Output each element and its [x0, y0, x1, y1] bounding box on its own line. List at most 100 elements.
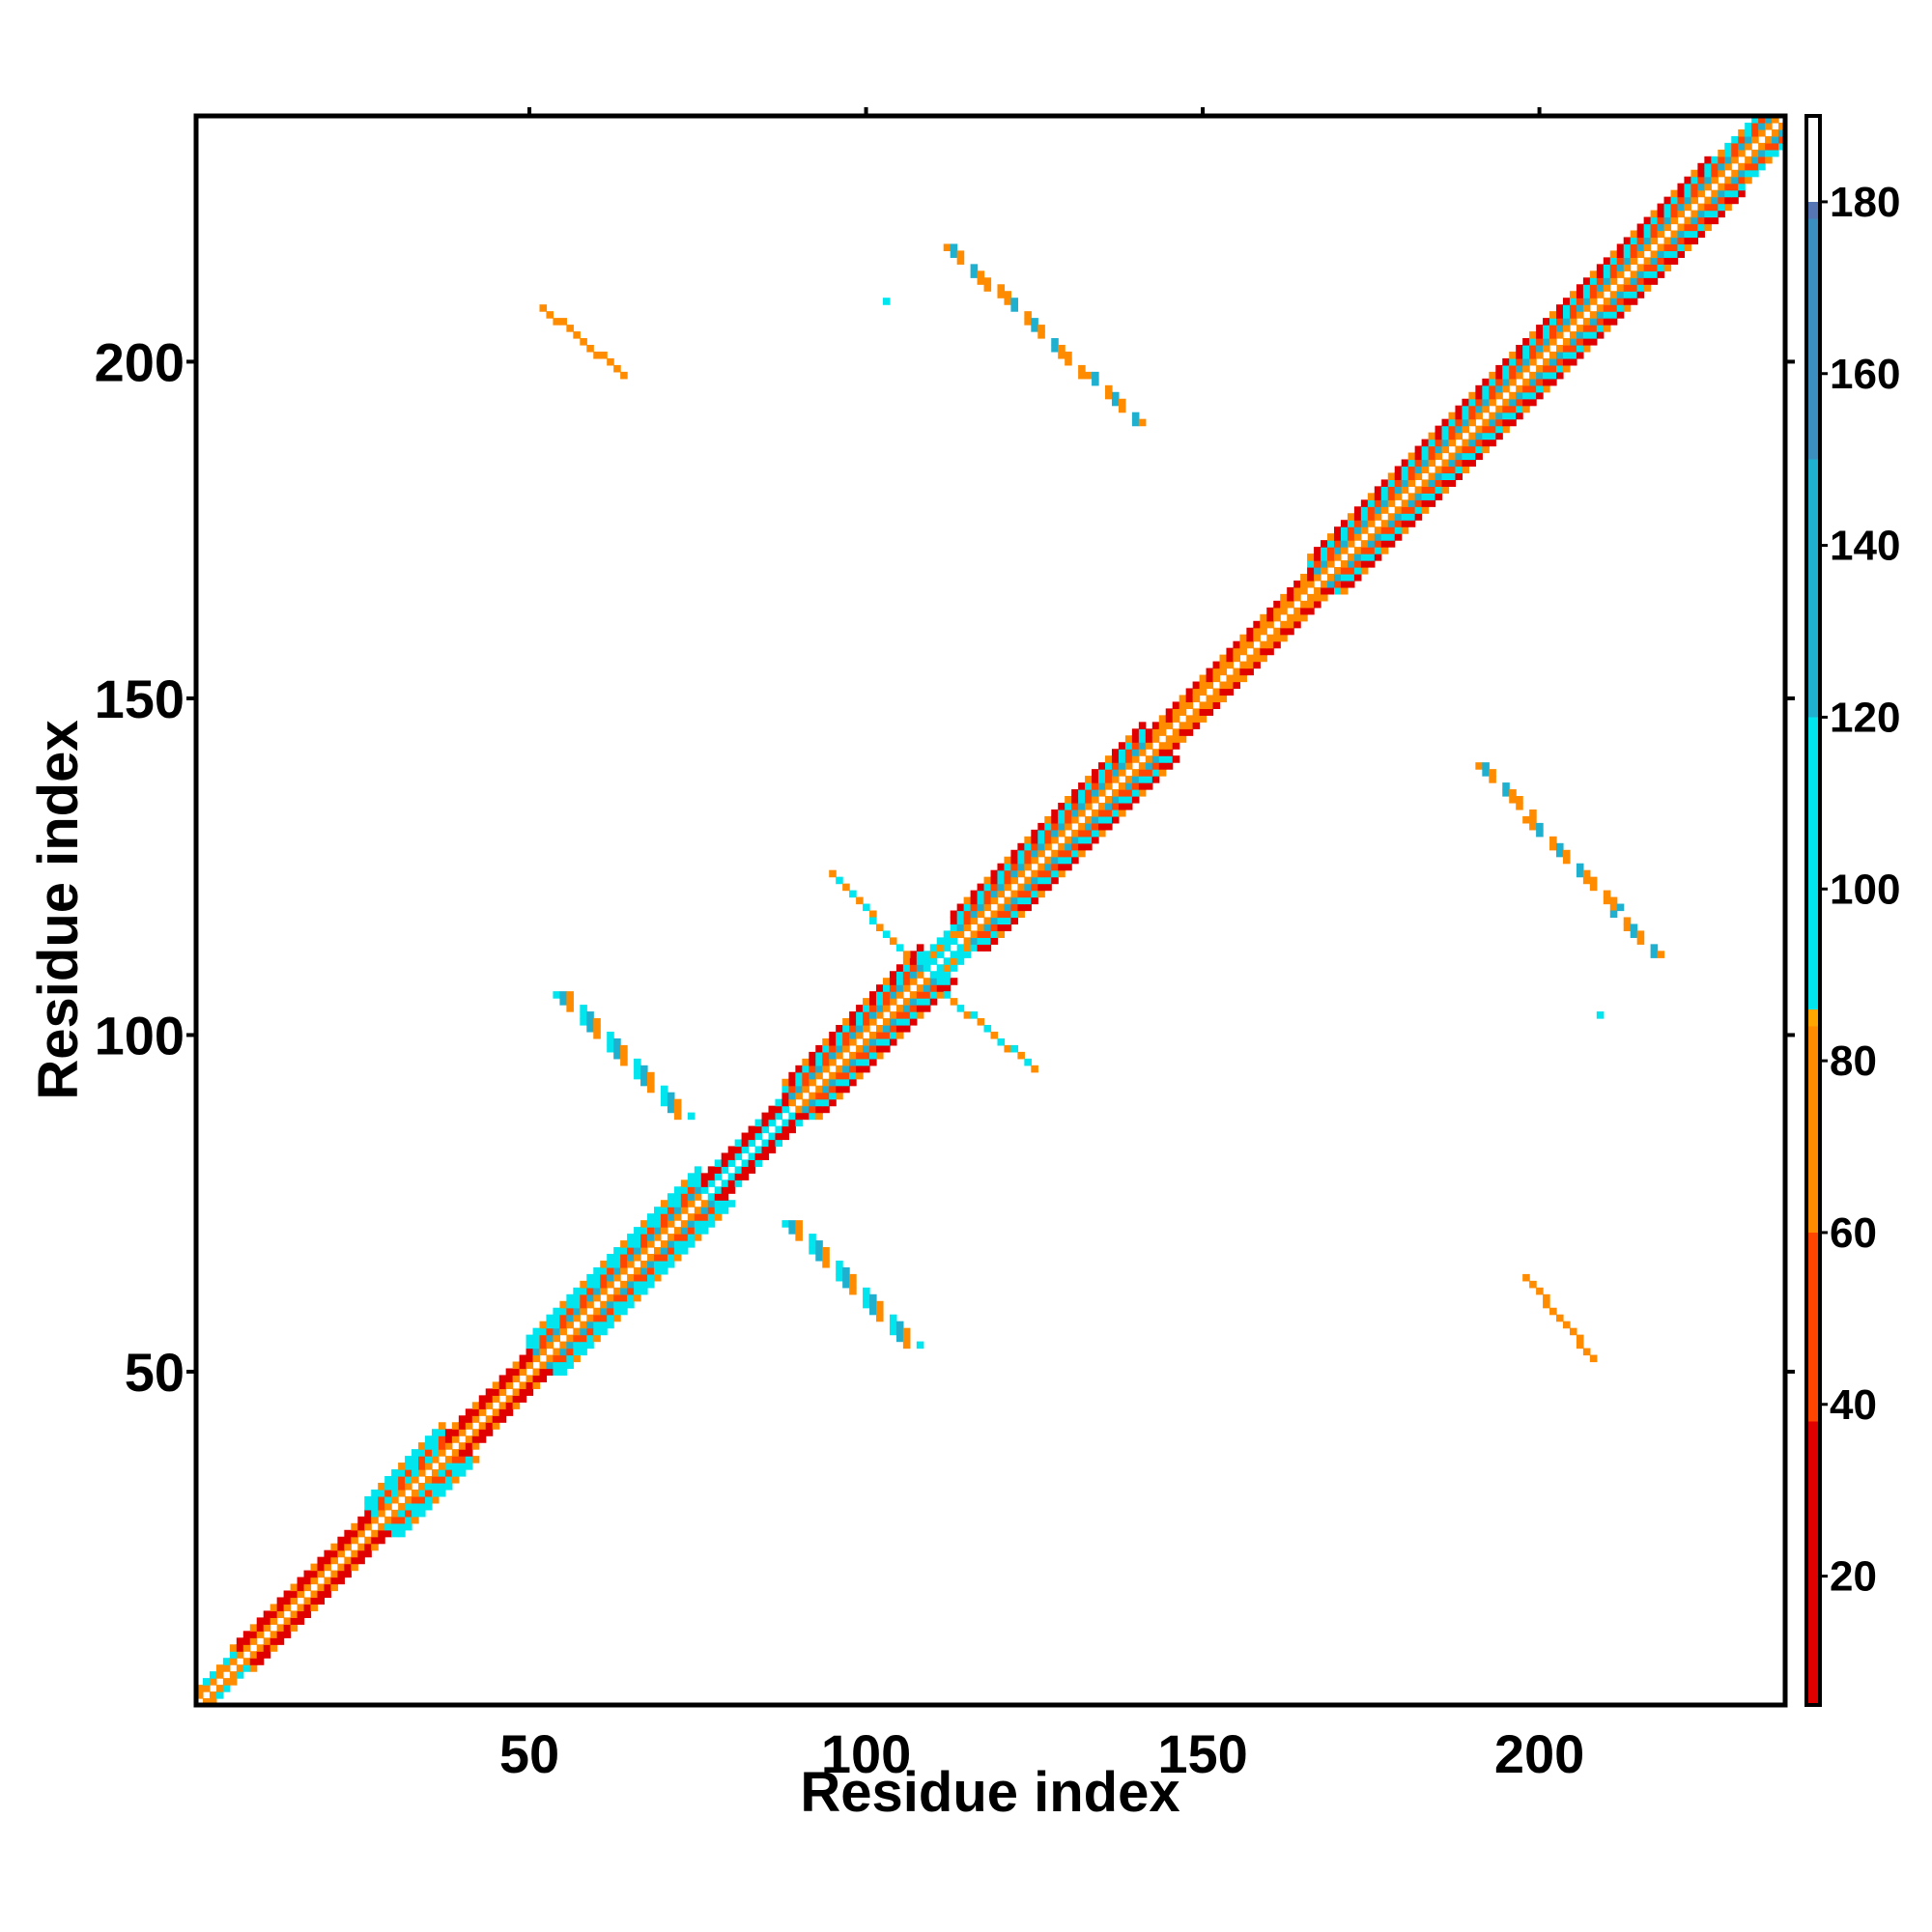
near-diagonal-cell	[1051, 869, 1059, 878]
near-diagonal-cell	[889, 1011, 897, 1019]
contact-cell	[956, 250, 965, 258]
diagonal-cell	[337, 1556, 345, 1565]
near-diagonal-cell	[1643, 243, 1652, 252]
near-diagonal-cell	[1387, 520, 1396, 527]
near-diagonal-cell	[444, 1442, 453, 1450]
near-diagonal-cell	[997, 923, 1006, 932]
near-diagonal-cell	[1657, 243, 1665, 252]
diagonal-cell	[613, 1280, 621, 1289]
near-diagonal-cell	[1010, 849, 1018, 858]
near-diagonal-cell	[822, 1098, 830, 1107]
contact-cell	[869, 910, 877, 919]
near-diagonal-cell	[1603, 318, 1611, 326]
contact-cell	[1623, 923, 1632, 932]
near-diagonal-cell	[1321, 554, 1328, 561]
near-diagonal-cell	[1192, 715, 1201, 723]
near-diagonal-cell	[478, 1429, 487, 1436]
near-diagonal-cell	[1724, 183, 1732, 191]
near-diagonal-cell	[519, 1361, 527, 1370]
near-diagonal-cell	[1596, 291, 1605, 298]
near-diagonal-cell	[983, 923, 992, 932]
near-diagonal-cell	[290, 1583, 298, 1592]
contact-cell	[876, 923, 884, 932]
near-diagonal-cell	[1516, 351, 1523, 359]
colorbar-tick-label: 120	[1830, 694, 1900, 741]
near-diagonal-cell	[950, 957, 958, 965]
diagonal-cell	[458, 1435, 467, 1443]
near-diagonal-cell	[956, 917, 965, 925]
diagonal-cell	[1172, 722, 1180, 729]
near-diagonal-cell	[297, 1604, 305, 1612]
near-diagonal-cell	[405, 1476, 412, 1484]
colorbar-tick-label: 60	[1830, 1209, 1877, 1257]
near-diagonal-cell	[492, 1388, 500, 1396]
near-diagonal-cell	[1536, 344, 1544, 353]
near-diagonal-cell	[458, 1429, 467, 1436]
diagonal-cell	[276, 1617, 285, 1625]
near-diagonal-cell	[647, 1227, 655, 1235]
contact-cell	[815, 1247, 823, 1255]
near-diagonal-cell	[1273, 607, 1281, 615]
near-diagonal-cell	[202, 1685, 211, 1692]
near-diagonal-cell	[687, 1213, 696, 1221]
near-diagonal-cell	[1745, 156, 1752, 164]
near-diagonal-cell	[418, 1509, 426, 1518]
near-diagonal-cell	[1475, 432, 1483, 440]
contact-cell	[1543, 1300, 1550, 1309]
near-diagonal-cell	[1502, 425, 1510, 434]
near-diagonal-cell	[1071, 856, 1079, 865]
contact-cell	[660, 1098, 668, 1107]
near-diagonal-cell	[1549, 331, 1557, 339]
diagonal-cell	[802, 1092, 810, 1100]
near-diagonal-cell	[1010, 876, 1018, 885]
diagonal-cell	[1529, 364, 1537, 373]
near-diagonal-cell	[1704, 156, 1712, 164]
near-diagonal-cell	[1731, 196, 1739, 205]
diagonal-cell	[1468, 425, 1476, 434]
near-diagonal-cell	[1212, 674, 1221, 683]
near-diagonal-cell	[1260, 620, 1267, 629]
near-diagonal-cell	[721, 1166, 729, 1174]
contact-cell	[620, 1051, 628, 1060]
near-diagonal-cell	[1165, 749, 1174, 756]
contact-cell	[1017, 1051, 1025, 1060]
near-diagonal-cell	[1596, 325, 1605, 332]
near-diagonal-cell	[1353, 513, 1362, 521]
near-diagonal-cell	[566, 1314, 574, 1322]
near-diagonal-cell	[405, 1456, 412, 1463]
near-diagonal-cell	[929, 978, 938, 985]
near-diagonal-cell	[1536, 325, 1544, 332]
near-diagonal-cell	[809, 1051, 816, 1060]
near-diagonal-cell	[1448, 425, 1457, 434]
near-diagonal-cell	[532, 1348, 541, 1356]
diagonal-cell	[1745, 149, 1752, 157]
diagonal-cell	[889, 1005, 897, 1012]
contact-cell	[809, 1247, 816, 1255]
near-diagonal-cell	[303, 1570, 312, 1578]
near-diagonal-cell	[647, 1273, 655, 1282]
near-diagonal-cell	[1751, 156, 1759, 164]
near-diagonal-cell	[876, 991, 884, 999]
diagonal-cell	[822, 1071, 830, 1080]
near-diagonal-cell	[270, 1644, 278, 1652]
diagonal-cell	[1233, 661, 1240, 669]
near-diagonal-cell	[1576, 298, 1584, 305]
near-diagonal-cell	[882, 1044, 891, 1053]
near-diagonal-cell	[607, 1280, 614, 1289]
contact-cell	[842, 883, 850, 892]
near-diagonal-cell	[1192, 688, 1201, 696]
near-diagonal-cell	[714, 1193, 723, 1201]
diagonal-cell	[1098, 796, 1106, 804]
near-diagonal-cell	[242, 1658, 251, 1665]
near-diagonal-cell	[748, 1152, 756, 1160]
near-diagonal-cell	[276, 1631, 285, 1638]
near-diagonal-cell	[1300, 607, 1308, 615]
near-diagonal-cell	[1630, 298, 1638, 305]
near-diagonal-cell	[1098, 815, 1106, 824]
near-diagonal-cell	[1589, 325, 1598, 332]
near-diagonal-cell	[1031, 883, 1038, 892]
near-diagonal-cell	[229, 1651, 238, 1659]
near-diagonal-cell	[431, 1482, 440, 1491]
near-diagonal-cell	[1260, 654, 1267, 663]
near-diagonal-cell	[1421, 506, 1430, 514]
